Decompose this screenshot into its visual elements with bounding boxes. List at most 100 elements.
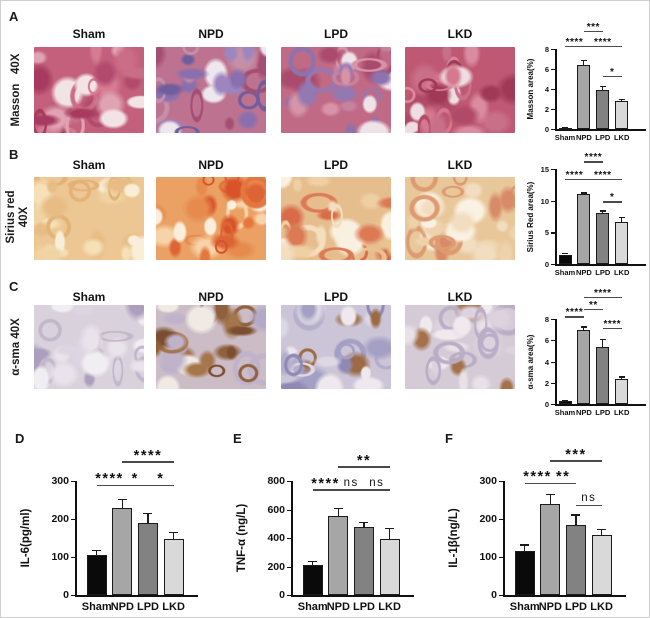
x-axis-label-npd: NPD <box>575 268 592 277</box>
error-bar-line <box>173 532 175 539</box>
significance-line-npd-lkd <box>583 178 622 180</box>
error-bar-cap <box>520 544 530 546</box>
significance-label-npd-lkd: ** <box>356 452 372 469</box>
significance-label-npd-lpd: * <box>131 471 139 488</box>
x-axis-label-lpd: LPD <box>564 601 587 613</box>
column-header-sham-row-masson: Sham <box>72 27 106 41</box>
error-bar-line <box>621 376 623 380</box>
panel-letter-d: D <box>15 431 25 446</box>
significance-line-npd-lkd <box>550 460 602 463</box>
significance-label-lpd-lkd: * <box>157 471 165 488</box>
y-axis-tick <box>551 382 555 384</box>
error-bar-cap <box>599 86 606 88</box>
significance-label-lpd-lkd: ns <box>369 476 385 489</box>
significance-line-sham-npd <box>524 482 551 485</box>
y-axis-tick <box>287 538 291 540</box>
significance-label-sham-npd: **** <box>523 469 552 486</box>
error-bar-cap <box>562 399 568 401</box>
column-header-lkd-row-masson: LKD <box>447 27 473 41</box>
y-axis-tick <box>287 481 291 483</box>
error-bar-line <box>602 86 604 90</box>
y-axis-tick <box>551 340 555 342</box>
y-axis-label-tnfa: TNF-α (ng/L) <box>236 503 248 573</box>
error-bar-cap <box>545 494 555 496</box>
y-axis-tick <box>551 89 555 91</box>
significance-line-lpd-lkd <box>363 489 390 491</box>
y-axis-tick-label: 6 <box>544 65 549 74</box>
error-bar-line <box>575 514 577 525</box>
histology-image-a-sma-lpd <box>281 305 391 389</box>
histology-image-sirius-red-npd <box>156 177 266 260</box>
chart-il1b: IL-1β(ng/L) 0 100 200 300 Sham NPD LPD LKD **** **… <box>441 429 646 617</box>
significance-label-npd-lpd: ** <box>588 299 598 311</box>
y-axis-tick <box>499 595 503 597</box>
panel-letter-f: F <box>445 431 453 446</box>
bar-lkd <box>615 221 629 264</box>
x-axis-label-lpd: LPD <box>595 268 611 277</box>
x-axis-label-lpd: LPD <box>595 133 611 142</box>
significance-line-lpd-lkd <box>602 201 622 203</box>
row-label-sirius-red: Sirius red 40X <box>5 190 30 244</box>
y-axis-tick <box>499 481 503 483</box>
significance-line-sham-npd <box>96 484 123 487</box>
chart-tnfa: TNF-α (ng/L) 0 200 400 600 800 Sham NPD LPD LKD **… <box>229 429 434 617</box>
significance-label-npd-lpd: ns <box>343 476 359 489</box>
y-axis-line <box>75 481 77 596</box>
x-axis-label-lpd: LPD <box>352 601 375 613</box>
significance-label-lpd-lkd: **** <box>603 318 622 330</box>
x-axis-line <box>75 595 198 597</box>
y-axis-tick <box>551 109 555 111</box>
histology-image-masson-npd <box>156 47 266 133</box>
row-label-masson: Masson 40X <box>10 53 22 127</box>
panel-letter-e: E <box>233 431 242 446</box>
y-axis-label-il6: IL-6(pg/ml) <box>20 508 32 568</box>
histology-image-a-sma-lkd <box>405 305 515 389</box>
bar-lpd <box>353 526 374 595</box>
y-axis-tick-label: 0 <box>544 125 549 134</box>
histology-image-sirius-red-lpd <box>281 177 391 260</box>
error-bar-cap <box>571 514 581 516</box>
significance-line-lpd-lkd <box>602 76 622 78</box>
bar-sham <box>558 400 572 404</box>
histology-image-masson-lkd <box>405 47 515 133</box>
histology-image-sirius-red-sham <box>34 177 144 260</box>
histology-image-sirius-red-lkd <box>405 177 515 260</box>
significance-line-npd-lkd <box>122 461 174 463</box>
y-axis-line <box>503 481 505 596</box>
y-axis-tick <box>499 557 503 559</box>
error-bar-cap <box>562 127 568 129</box>
significance-label-npd-lpd: *** <box>586 22 600 33</box>
y-axis-tick-label: 8 <box>544 315 549 324</box>
y-axis-tick-label: 100 <box>479 551 497 563</box>
column-header-npd-row-masson: NPD <box>198 27 224 41</box>
y-axis-tick-label: 0 <box>491 589 497 601</box>
significance-line-lpd-lkd <box>575 504 602 507</box>
significance-line-sham-npd <box>565 316 584 318</box>
bar-lkd <box>615 100 629 129</box>
x-axis-line <box>291 595 414 597</box>
y-axis-tick-label: 4 <box>544 85 549 94</box>
x-axis-label-npd: NPD <box>110 601 134 613</box>
x-axis-label-sham: Sham <box>554 133 576 142</box>
y-axis-tick-label: 5 <box>544 228 549 238</box>
y-axis-tick <box>71 595 75 597</box>
error-bar-cap <box>580 192 587 194</box>
significance-label-npd-lpd: ** <box>556 469 571 486</box>
x-axis-label-sham: Sham <box>554 268 576 277</box>
significance-label-npd-lkd: **** <box>594 287 612 299</box>
significance-label-npd-lkd: **** <box>594 36 612 48</box>
bar-lpd <box>565 524 586 595</box>
significance-label-npd-lkd: **** <box>594 169 612 181</box>
bar-npd <box>577 194 591 264</box>
y-axis-line <box>291 481 293 596</box>
significance-line-sham-npd <box>312 489 339 491</box>
error-bar-cap <box>618 376 625 378</box>
error-bar-line <box>121 498 123 509</box>
y-axis-tick <box>287 595 291 597</box>
x-axis-label-sham: Sham <box>297 601 328 613</box>
y-axis-tick <box>287 509 291 511</box>
y-axis-tick-label: 10 <box>540 196 549 206</box>
y-axis-tick-label: 600 <box>267 503 285 516</box>
error-bar-line <box>96 549 98 556</box>
y-axis-tick-label: 0 <box>279 589 285 601</box>
